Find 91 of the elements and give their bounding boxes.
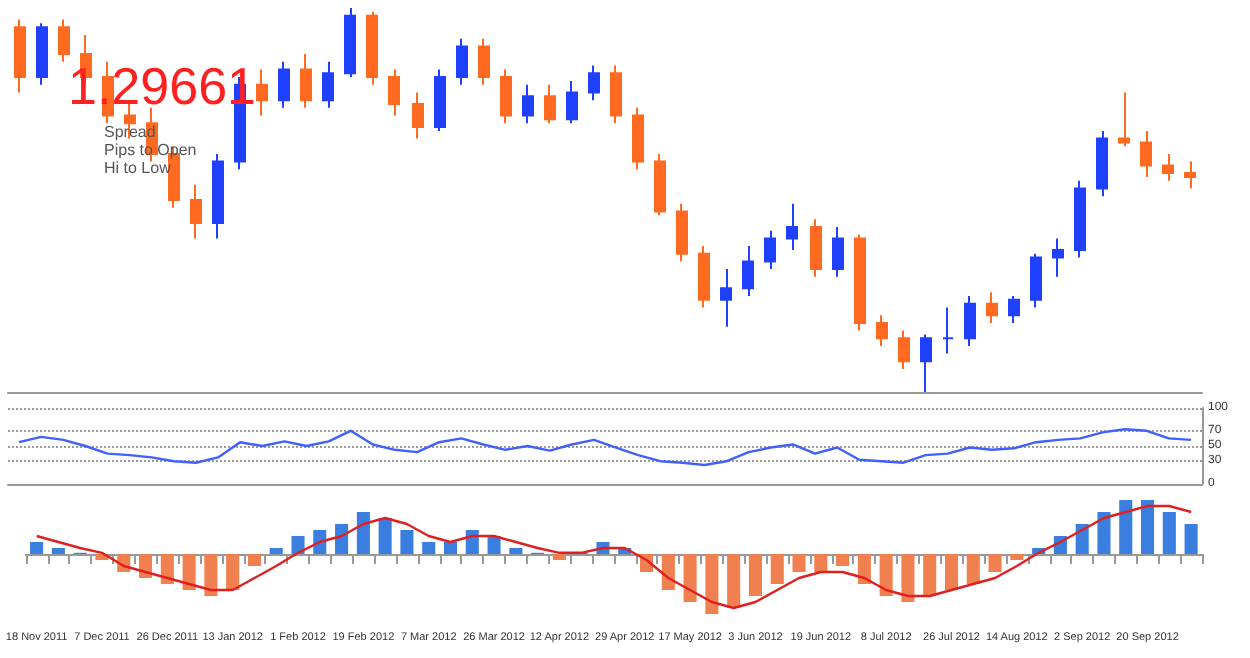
candlestick xyxy=(14,18,26,94)
candlestick xyxy=(986,291,998,324)
bar xyxy=(204,554,218,596)
candlestick xyxy=(434,68,446,132)
candlestick xyxy=(388,68,400,117)
candlestick xyxy=(654,152,666,217)
candlestick xyxy=(456,37,468,86)
bar xyxy=(748,554,762,596)
candlestick xyxy=(942,306,954,355)
bar xyxy=(988,554,1002,572)
candlestick xyxy=(1162,152,1174,182)
candlestick xyxy=(212,152,224,240)
bar xyxy=(465,530,479,554)
candlestick xyxy=(1140,129,1152,178)
candlestick xyxy=(322,60,334,109)
candlestick xyxy=(964,295,976,347)
bar xyxy=(966,554,980,584)
bar xyxy=(509,548,523,554)
bar xyxy=(356,512,370,554)
candlestick xyxy=(566,79,578,125)
candlestick xyxy=(676,202,688,263)
candlestick xyxy=(742,245,754,297)
bar xyxy=(487,536,501,554)
candlestick xyxy=(610,64,622,125)
bar xyxy=(683,554,697,602)
candlestick xyxy=(764,229,776,271)
candlestick xyxy=(522,83,534,125)
candlestick xyxy=(366,10,378,86)
candlestick xyxy=(588,64,600,102)
candlestick xyxy=(478,37,490,86)
candlestick xyxy=(920,333,932,393)
bar xyxy=(51,548,65,554)
bar xyxy=(1184,524,1198,554)
candlestick xyxy=(36,22,48,86)
candlestick xyxy=(544,83,556,125)
candlestick xyxy=(1008,295,1020,324)
candlestick xyxy=(1184,160,1196,190)
bar xyxy=(1010,554,1024,560)
candlestick xyxy=(720,268,732,328)
bar xyxy=(247,554,261,566)
candlestick xyxy=(632,106,644,171)
candlestick xyxy=(898,329,910,370)
bar xyxy=(814,554,828,572)
candlestick xyxy=(412,91,424,140)
candlestick xyxy=(190,183,202,240)
bar xyxy=(335,524,349,554)
candlestick xyxy=(832,225,844,278)
candlestick xyxy=(786,202,798,251)
bar xyxy=(422,542,436,554)
bar xyxy=(770,554,784,584)
candlestick xyxy=(810,218,822,278)
bar xyxy=(1075,524,1089,554)
candlestick xyxy=(1052,237,1064,278)
candlestick xyxy=(854,233,866,332)
bar xyxy=(792,554,806,572)
bar xyxy=(378,518,392,554)
bar xyxy=(1119,500,1133,554)
candlestick xyxy=(698,245,710,309)
candlestick xyxy=(344,7,356,79)
line-series xyxy=(17,428,1193,467)
candlestick xyxy=(1030,252,1042,309)
bar xyxy=(552,554,566,560)
candlestick xyxy=(58,18,70,63)
bar xyxy=(857,554,871,584)
candlestick xyxy=(1118,91,1130,148)
bar xyxy=(1097,512,1111,554)
bar xyxy=(291,536,305,554)
bar xyxy=(226,554,240,590)
bar xyxy=(944,554,959,590)
bar xyxy=(30,542,44,554)
candlestick xyxy=(300,53,312,109)
candlestick xyxy=(278,60,290,109)
candlestick xyxy=(256,68,268,117)
bar xyxy=(1162,512,1176,554)
bar xyxy=(727,554,741,608)
bar xyxy=(443,542,458,554)
candlestick xyxy=(876,314,888,347)
bar xyxy=(269,548,283,554)
bar xyxy=(705,554,719,614)
candlestick xyxy=(1096,129,1108,198)
bar xyxy=(661,554,675,590)
candlestick xyxy=(500,68,512,125)
bar xyxy=(160,554,174,584)
bar xyxy=(400,530,414,554)
bar xyxy=(836,554,850,566)
bar xyxy=(923,554,937,596)
bar xyxy=(182,554,196,590)
bar xyxy=(901,554,915,602)
bar xyxy=(1141,500,1155,554)
candlestick xyxy=(1074,179,1086,259)
bar xyxy=(879,554,893,596)
